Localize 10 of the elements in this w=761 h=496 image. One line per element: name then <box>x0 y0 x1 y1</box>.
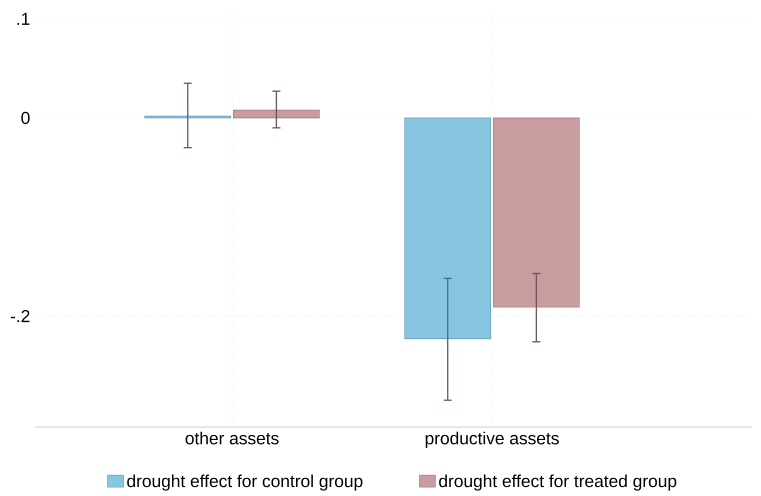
y-tick-label: 0 <box>21 112 30 124</box>
legend-label: drought effect for control group <box>127 474 362 491</box>
bar <box>493 118 580 308</box>
y-tick-label: .1 <box>17 12 30 25</box>
legend-label: drought effect for treated group <box>439 474 676 491</box>
y-tick-label: -.2 <box>10 310 30 322</box>
x-tick-label: productive assets <box>426 432 559 448</box>
x-tick-label: other assets <box>186 432 279 444</box>
bar <box>233 110 320 118</box>
bar <box>404 118 491 340</box>
